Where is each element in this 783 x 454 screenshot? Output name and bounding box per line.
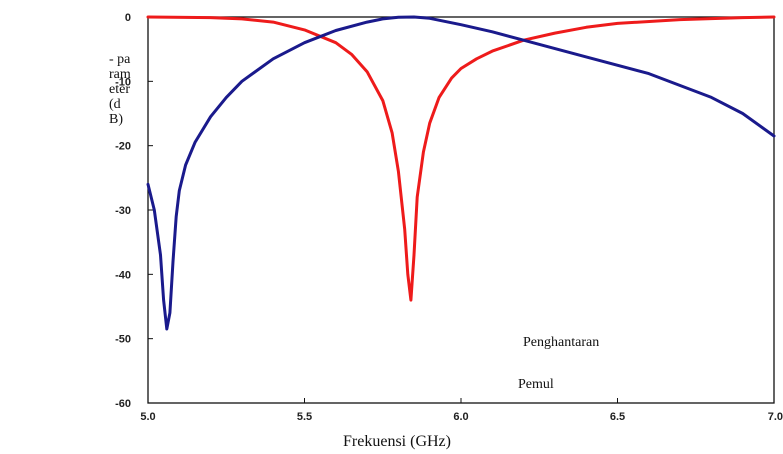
x-tick-label: 5.0 [140, 411, 155, 423]
x-tick-label: 5.5 [297, 411, 312, 423]
x-tick-label: 6.0 [453, 411, 468, 423]
y-tick-label: -60 [115, 398, 131, 410]
x-tick-label: 6.5 [610, 411, 625, 423]
series-line-2 [146, 15, 776, 331]
legend-entry-1: Penghantaran [523, 335, 599, 350]
y-tick-label: -50 [115, 334, 131, 346]
x-tick-label: 7.0 [768, 411, 783, 423]
y-tick-label: -30 [115, 205, 131, 217]
y-tick-label: 0 [125, 12, 131, 24]
y-axis-label: - parameter(dB) [109, 52, 131, 127]
legend-entry-2: Pemul [518, 377, 554, 392]
y-tick-label: -40 [115, 269, 131, 281]
y-tick-label: -10 [115, 76, 131, 88]
series-lines [146, 15, 776, 331]
series-line-1 [146, 15, 776, 302]
plot-area [147, 16, 775, 404]
x-axis-label: Frekuensi (GHz) [343, 433, 451, 450]
x-axis-ticks: 5.0 5.5 6.0 6.5 7.0 [140, 398, 783, 423]
y-tick-label: -20 [115, 141, 131, 153]
y-axis-ticks: 0 -10 -20 -30 -40 -50 -60 [115, 12, 153, 410]
